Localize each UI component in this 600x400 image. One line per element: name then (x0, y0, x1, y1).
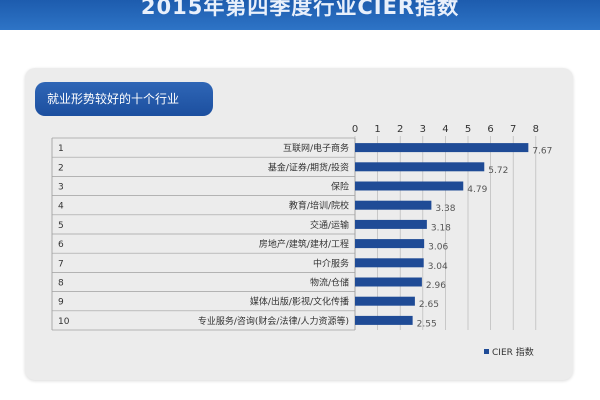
category-label: 物流/仓储 (310, 277, 349, 289)
bar (355, 143, 529, 153)
rank-label: 4 (58, 202, 64, 212)
category-label: 媒体/出版/影视/文化传播 (250, 296, 349, 308)
banner-title: 2015年第四季度行业CIER指数 (140, 0, 460, 19)
category-label: 基金/证券/期货/投资 (268, 161, 349, 173)
x-tick-label: 8 (533, 124, 539, 135)
rank-label: 2 (58, 163, 64, 173)
value-label: 3.04 (428, 262, 448, 272)
panel-title-pill: 就业形势较好的十个行业 (35, 82, 213, 116)
x-tick-label: 4 (442, 124, 448, 135)
category-label: 保险 (331, 181, 349, 193)
bar (355, 162, 485, 172)
value-label: 2.65 (419, 300, 439, 310)
value-label: 5.72 (488, 166, 508, 176)
rank-label: 3 (58, 183, 64, 193)
bar (355, 219, 427, 229)
rank-label: 1 (58, 144, 64, 154)
legend-swatch (484, 349, 489, 354)
value-label: 7.67 (532, 147, 552, 157)
category-label: 交通/运输 (310, 219, 349, 231)
category-label: 中介服务 (313, 257, 349, 269)
value-label: 3.06 (428, 243, 448, 253)
rank-label: 9 (58, 298, 64, 308)
panel-title: 就业形势较好的十个行业 (47, 92, 180, 106)
x-tick-label: 2 (397, 124, 403, 135)
value-label: 4.79 (467, 185, 487, 195)
rank-label: 6 (58, 240, 64, 250)
x-tick-label: 7 (510, 124, 516, 135)
bar (355, 239, 425, 249)
x-tick-label: 5 (465, 124, 471, 135)
bar (355, 277, 422, 287)
value-label: 2.96 (426, 281, 446, 291)
value-label: 3.38 (435, 204, 455, 214)
bar (355, 258, 424, 268)
banner: 2015年第四季度行业CIER指数 (0, 0, 600, 30)
category-label: 房地产/建筑/建材/工程 (259, 238, 349, 250)
bar (355, 296, 415, 306)
x-tick-label: 3 (420, 124, 426, 135)
value-label: 3.18 (431, 223, 451, 233)
value-label: 2.55 (417, 319, 437, 329)
bar (355, 315, 413, 325)
category-label: 互联网/电子商务 (283, 142, 349, 154)
rank-label: 8 (58, 279, 64, 289)
bar (355, 200, 432, 210)
rank-label: 10 (58, 317, 70, 327)
x-tick-label: 0 (352, 124, 358, 135)
chart-card (25, 68, 573, 380)
rank-label: 5 (58, 221, 64, 231)
legend-label: CIER 指数 (492, 346, 534, 358)
category-label: 专业服务/咨询(财会/法律/人力资源等) (198, 315, 349, 327)
bar (355, 181, 464, 191)
x-tick-label: 1 (374, 124, 380, 135)
rank-label: 7 (58, 259, 64, 269)
x-tick-label: 6 (487, 124, 493, 135)
category-label: 教育/培训/院校 (289, 200, 349, 212)
